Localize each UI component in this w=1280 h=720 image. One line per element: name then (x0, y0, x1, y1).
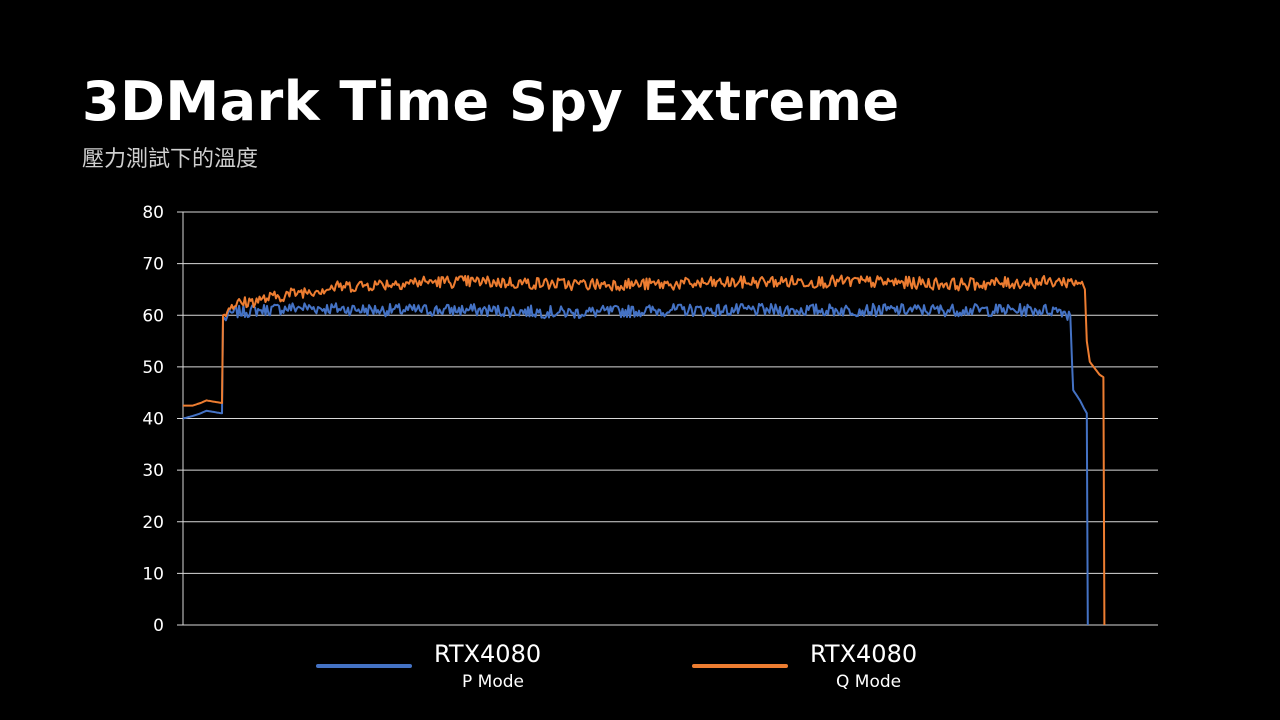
y-tick-label-80: 80 (142, 203, 164, 223)
y-tick-label-70: 70 (142, 255, 164, 275)
legend-label-p-mode: RTX4080 (434, 640, 542, 668)
y-tick-label-30: 30 (142, 461, 164, 481)
y-tick-label-10: 10 (142, 564, 164, 584)
legend-mode-q: Q Mode (836, 672, 902, 692)
legend-label-q-mode: RTX4080 (810, 640, 918, 668)
y-tick-label-50: 50 (142, 358, 164, 378)
chart-subtitle: 壓力測試下的溫度 (82, 147, 259, 172)
series-line-q-mode (183, 274, 1106, 626)
series-line-p-mode (182, 302, 1089, 626)
legend-swatch-p-mode (316, 664, 412, 668)
chart-title: 3DMark Time Spy Extreme (82, 70, 900, 133)
y-tick-label-60: 60 (142, 306, 164, 326)
y-tick-label-0: 0 (153, 616, 164, 636)
legend-mode-p: P Mode (462, 672, 524, 692)
y-tick-label-20: 20 (142, 513, 164, 533)
y-tick-label-40: 40 (142, 410, 164, 430)
legend-swatch-q-mode (692, 664, 788, 668)
